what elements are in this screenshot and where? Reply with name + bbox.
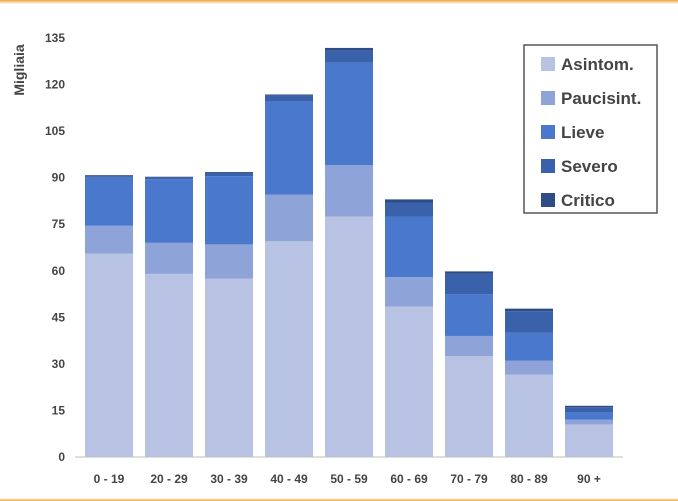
bar-segment-severo [565, 407, 613, 412]
bar-segment-critico [565, 405, 613, 408]
legend-swatch [541, 57, 555, 71]
bar-segment-severo [205, 173, 253, 177]
bar-segment-paucisint [205, 244, 253, 279]
bar-segment-lieve [385, 216, 433, 277]
bar-segment-paucisint [145, 242, 193, 274]
bar-segment-paucisint [385, 276, 433, 307]
bar-segment-asintom [85, 253, 133, 457]
bar-segment-paucisint [505, 360, 553, 375]
bar-segment-lieve [85, 177, 133, 226]
bar-segment-lieve [325, 62, 373, 166]
x-axis-ticks: 0 - 19 20 - 29 30 - 39 40 - 49 50 - 59 60 - 6… [94, 472, 601, 486]
legend-swatch [541, 193, 555, 207]
y-tick-label: 15 [52, 403, 66, 417]
bar-segment-paucisint [445, 335, 493, 357]
bar-segment-critico [145, 176, 193, 178]
bar-segment-asintom [385, 306, 433, 457]
y-tick-label: 60 [52, 264, 66, 278]
bar-segment-severo [325, 50, 373, 63]
y-axis-label: Migliaia [11, 44, 27, 96]
bar-segment-severo [385, 202, 433, 217]
y-tick-label: 45 [52, 310, 66, 324]
x-tick-label: 90 + [577, 472, 601, 486]
y-tick-label: 90 [52, 171, 66, 185]
y-tick-label: 135 [45, 31, 65, 45]
legend-label: Paucisint. [561, 89, 641, 108]
legend-label: Critico [561, 191, 615, 210]
bar-segment-critico [85, 175, 133, 177]
legend-label: Severo [561, 157, 618, 176]
bar-segment-lieve [445, 294, 493, 336]
legend-swatch [541, 125, 555, 139]
bar-segment-paucisint [85, 225, 133, 254]
bar-segment-paucisint [565, 419, 613, 425]
bar-segment-asintom [445, 356, 493, 457]
x-tick-label: 60 - 69 [390, 472, 428, 486]
bar-segment-asintom [265, 241, 313, 457]
bar-segment-severo [85, 176, 133, 178]
bar-segment-asintom [505, 374, 553, 457]
y-tick-label: 105 [45, 124, 65, 138]
bar-segment-paucisint [325, 165, 373, 217]
top-accent-border [0, 0, 678, 4]
x-tick-label: 30 - 39 [210, 472, 248, 486]
bar-segment-severo [145, 177, 193, 180]
x-tick-label: 20 - 29 [150, 472, 188, 486]
y-axis-ticks: 0 15 30 45 60 75 90 105 120 135 [45, 31, 65, 464]
bar-segment-paucisint [265, 194, 313, 242]
bar-segment-asintom [565, 424, 613, 457]
legend-swatch [541, 159, 555, 173]
bar-segment-severo [265, 95, 313, 102]
x-tick-label: 40 - 49 [270, 472, 308, 486]
bar-segment-critico [205, 172, 253, 174]
x-tick-label: 80 - 89 [510, 472, 548, 486]
bar-segment-asintom [205, 278, 253, 457]
bar-segment-severo [445, 273, 493, 295]
y-tick-label: 75 [52, 217, 66, 231]
x-tick-label: 0 - 19 [94, 472, 125, 486]
bottom-accent-border [0, 498, 678, 501]
legend: Asintom. Paucisint. Lieve Severo Critico [523, 44, 658, 214]
legend-label: Lieve [561, 123, 604, 142]
bar-segment-asintom [145, 273, 193, 457]
y-tick-label: 120 [45, 78, 65, 92]
bar-segment-asintom [325, 216, 373, 457]
x-tick-label: 70 - 79 [450, 472, 488, 486]
bar-segment-critico [265, 94, 313, 96]
legend-swatch [541, 91, 555, 105]
bar-segment-lieve [565, 411, 613, 420]
bar-segment-critico [385, 199, 433, 203]
y-tick-label: 30 [52, 357, 66, 371]
bar-segment-critico [325, 47, 373, 51]
bar-segment-severo [505, 311, 553, 333]
bar-segment-lieve [265, 101, 313, 195]
legend-label: Asintom. [561, 55, 634, 74]
bar-segment-lieve [145, 179, 193, 243]
bar-series [85, 47, 613, 457]
bar-segment-lieve [505, 332, 553, 361]
bar-segment-critico [445, 271, 493, 274]
bar-segment-critico [505, 308, 553, 312]
bar-segment-lieve [205, 176, 253, 245]
x-tick-label: 50 - 59 [330, 472, 368, 486]
y-tick-label: 0 [58, 450, 65, 464]
